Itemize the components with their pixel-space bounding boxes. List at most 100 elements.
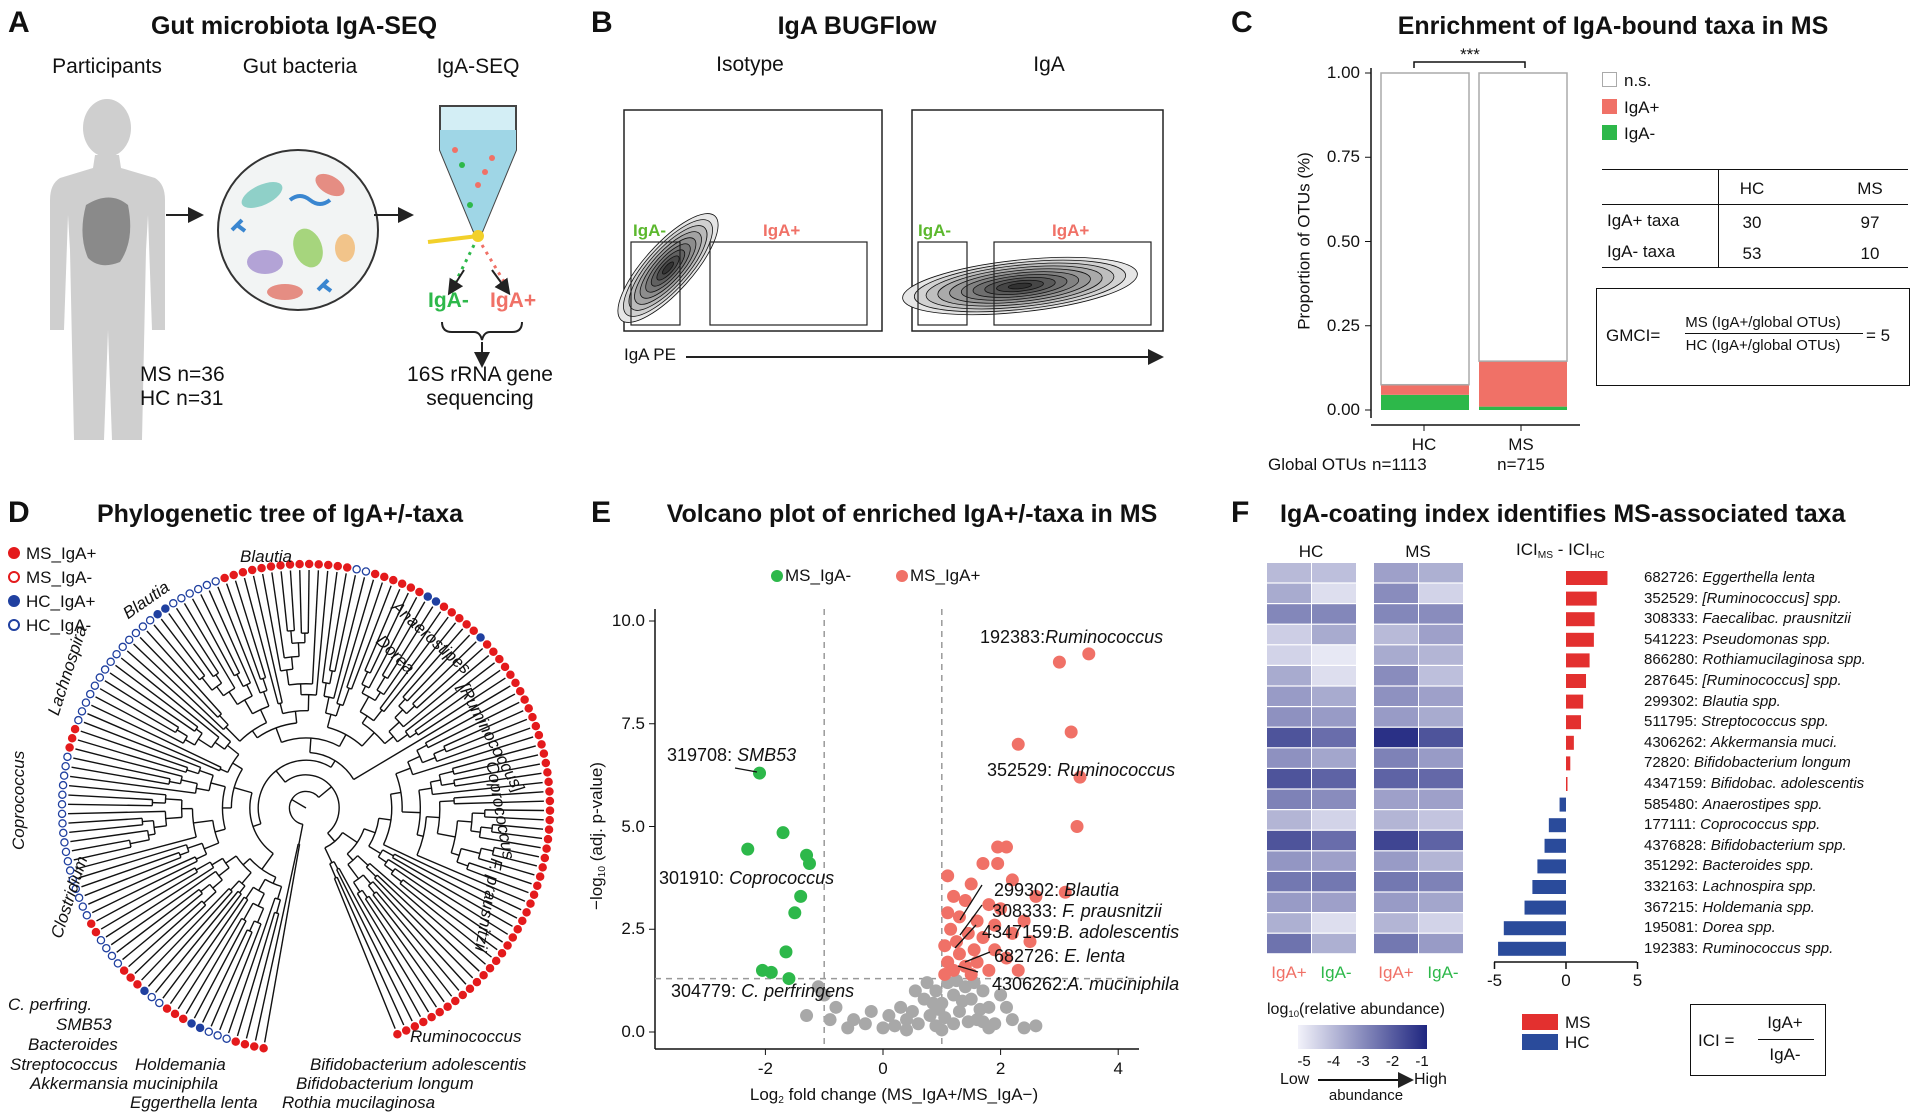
table-header-hc: HC — [1739, 179, 1765, 198]
iga-gate-pos — [993, 241, 1152, 326]
tree-tip-ms_iga+ — [231, 1037, 240, 1046]
table-top-rule — [1602, 169, 1908, 170]
tree-branch — [84, 856, 182, 897]
tree-branch — [165, 798, 182, 801]
y-tick-label: 1.00 — [1326, 63, 1360, 82]
tree-branch — [219, 768, 229, 774]
tree-tip-hc_iga- — [61, 761, 70, 771]
otu-id: 72820: — [1644, 754, 1695, 772]
ici-row-label: 585480: Anaerostipes spp. — [1644, 797, 1822, 812]
tree-branch — [203, 891, 217, 904]
tree-branch — [80, 730, 188, 769]
tree-branch — [244, 699, 254, 715]
ici-row-label: 192383: Ruminococcus spp. — [1644, 941, 1833, 956]
tree-branch — [379, 616, 449, 710]
tree-branch — [245, 886, 254, 899]
tree-tip-ms_iga+ — [500, 662, 510, 672]
tree-branch — [256, 908, 265, 923]
heatmap-cell — [1374, 872, 1418, 892]
tree-tip-ms_iga+ — [70, 724, 80, 734]
heatmap-cell — [1419, 789, 1463, 809]
panel-a-illustration — [50, 99, 523, 440]
tree-branch — [99, 688, 176, 734]
tree-tip-ms_iga+ — [240, 1039, 250, 1049]
heatmap-cell — [1374, 666, 1418, 686]
tree-tip-hc_iga- — [147, 992, 157, 1002]
tree-branch — [133, 643, 224, 731]
tree-branch — [83, 721, 201, 769]
colorbar-tick-label: -2 — [1385, 1053, 1400, 1070]
tree-tip-hc_iga- — [82, 911, 92, 920]
tree-tip-ms_iga+ — [443, 1002, 452, 1011]
tree-branch — [383, 611, 442, 695]
tree-legend-label: HC_IgA- — [26, 616, 92, 635]
sorting-funnel-icon — [427, 105, 523, 368]
tree-branch — [457, 820, 472, 823]
tree-tip-ms_iga+ — [542, 844, 551, 853]
heatmap-cell — [1374, 830, 1418, 851]
heatmap-cell — [1419, 872, 1463, 892]
taxon-name: [Ruminococcus] spp. — [1702, 589, 1842, 607]
heatmap-cell — [1312, 604, 1356, 624]
colorbar-mid: abundance — [1328, 1087, 1404, 1104]
c-xtick-hc: HC — [1411, 435, 1437, 454]
tree-branch — [218, 867, 230, 877]
tree-branch — [203, 842, 219, 850]
tree-branch — [470, 830, 481, 833]
tree-tip-ms_iga+ — [65, 743, 74, 752]
tree-branch — [311, 570, 320, 684]
tree-branch — [336, 579, 375, 704]
tree-branch — [214, 828, 226, 833]
tree-tip-ms_iga+ — [162, 1004, 172, 1013]
tree-tip-ms_iga+ — [544, 777, 553, 787]
ici-row-label: 351292: Bacteroides spp. — [1644, 858, 1814, 873]
volcano-point-ms_iga+ — [1052, 655, 1066, 669]
volcano-point-ms_iga+ — [941, 906, 955, 920]
tree-branch — [406, 634, 471, 702]
x-tick-label: 4 — [1113, 1059, 1123, 1078]
tree-branch — [116, 888, 200, 953]
otu-id: 192383: — [980, 627, 1046, 647]
colorbar — [1298, 1025, 1427, 1049]
tree-tip-ms_iga+ — [295, 559, 304, 569]
tree-branch — [185, 918, 243, 1015]
tree-branch — [169, 780, 181, 785]
heatmap-cell — [1267, 624, 1311, 645]
tree-branch — [378, 817, 391, 821]
tree-tip-ms_iga+ — [465, 984, 475, 993]
ici-bar — [1566, 571, 1608, 585]
table-row-label: IgA- taxa — [1607, 242, 1676, 261]
tree-branch — [362, 874, 372, 885]
tree-tip-hc_iga- — [107, 951, 117, 961]
tree-tip-ms_iga+ — [497, 949, 507, 958]
heatmap-cell — [1374, 624, 1418, 645]
clade-label: Bacteroides — [28, 1035, 118, 1054]
tree-tip-ms_iga+ — [518, 916, 527, 926]
otu-id: 352529: — [987, 760, 1058, 780]
tree-tip-ms_iga+ — [515, 686, 525, 696]
x-tick-label: 2 — [995, 1059, 1006, 1078]
tree-branch — [197, 738, 212, 749]
ici-bar — [1566, 735, 1574, 750]
heatmap-cell — [1267, 769, 1311, 789]
tree-branch — [257, 893, 265, 907]
global-otus-label: Global OTUs — [1268, 455, 1367, 474]
iga-label: IgA — [1033, 53, 1065, 76]
tree-branch — [70, 775, 196, 794]
clade-label: Rothia mucilaginosa — [282, 1093, 436, 1112]
tree-tip-hc_iga- — [77, 707, 87, 716]
ici-text: ICI — [1516, 540, 1538, 559]
isotype-gate-pos — [709, 241, 868, 326]
otu-id: 308333: — [1644, 610, 1703, 628]
volcano-point-n.s. — [905, 1004, 919, 1018]
tree-branch — [334, 575, 357, 672]
tree-branch — [148, 833, 156, 836]
tree-tip-hc_iga- — [95, 673, 105, 682]
tree-branch — [367, 885, 376, 894]
tree-branch — [383, 622, 457, 713]
taxon-name: Coprococcus spp. — [1700, 816, 1821, 834]
isotype-contour — [617, 213, 719, 323]
tree-tip-ms_iga+ — [380, 572, 389, 582]
panel-c-title: Enrichment of IgA-bound taxa in MS — [1397, 12, 1829, 40]
otu-id: 308333: — [992, 901, 1063, 921]
